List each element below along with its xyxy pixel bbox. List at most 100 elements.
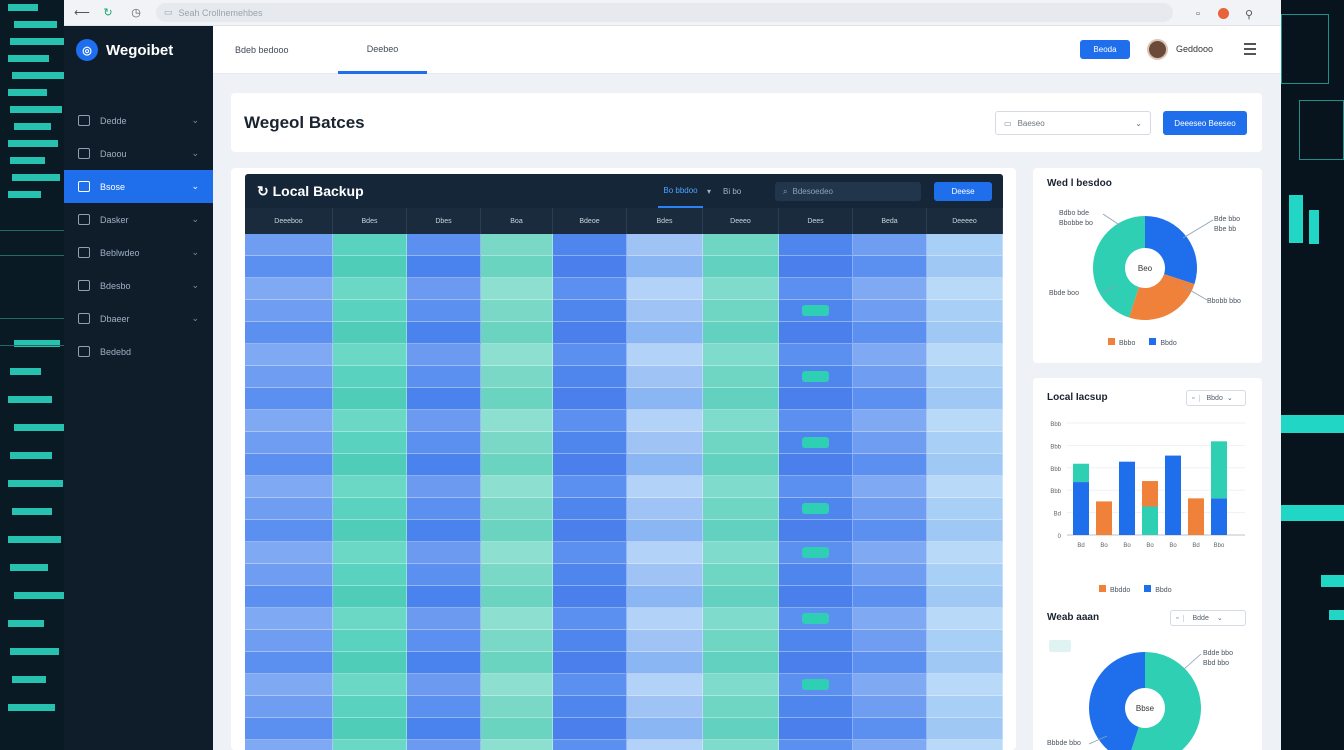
- pie-slice[interactable]: [1089, 652, 1145, 750]
- table-row[interactable]: [245, 432, 1003, 454]
- table-row[interactable]: [245, 366, 1003, 388]
- table-row[interactable]: [245, 740, 1003, 750]
- profile-icon[interactable]: [1218, 8, 1229, 19]
- extension-icon[interactable]: ⚲: [1244, 8, 1254, 21]
- table-cell: [779, 322, 853, 344]
- bar[interactable]: [1142, 506, 1158, 535]
- top-action-button[interactable]: Beoda: [1080, 40, 1130, 59]
- refresh-icon[interactable]: ↻: [103, 7, 113, 19]
- bar[interactable]: [1073, 463, 1089, 483]
- table-row[interactable]: [245, 498, 1003, 520]
- table-row[interactable]: [245, 542, 1003, 564]
- column-header[interactable]: Beda: [853, 208, 927, 234]
- avatar[interactable]: [1147, 39, 1168, 60]
- table-row[interactable]: [245, 322, 1003, 344]
- menu-icon[interactable]: [1244, 41, 1256, 55]
- pie-slice[interactable]: [1145, 216, 1197, 285]
- filter-select[interactable]: ▭ Baeseo ⌄: [995, 111, 1151, 135]
- page-icon: ▭: [164, 7, 173, 17]
- bar[interactable]: [1211, 441, 1227, 499]
- browser-toolbar: ⟵ ↻ ◷ ▭ Seah Crollnemehbes ▫ ⚲: [64, 0, 1281, 26]
- table-row[interactable]: [245, 696, 1003, 718]
- table-cell: [245, 542, 333, 564]
- sidebar-item-0[interactable]: Dedde ⌄: [64, 104, 213, 137]
- column-header[interactable]: Deeeeo: [927, 208, 1003, 234]
- pie-slice[interactable]: [1128, 274, 1195, 320]
- table-row[interactable]: [245, 388, 1003, 410]
- history-icon[interactable]: ◷: [131, 7, 141, 19]
- sidebar-item-7[interactable]: Bedebd: [64, 335, 213, 368]
- sidebar-item-4[interactable]: Beblwdeo ⌄: [64, 236, 213, 269]
- table-cell: [927, 586, 1003, 608]
- table-row[interactable]: [245, 300, 1003, 322]
- bar[interactable]: [1211, 498, 1227, 535]
- table-cell: [779, 498, 853, 520]
- user-name[interactable]: Geddooo: [1176, 44, 1214, 54]
- bar[interactable]: [1188, 498, 1204, 535]
- sidebar-item-6[interactable]: Dbaeer ⌄: [64, 302, 213, 335]
- table-cell: [553, 652, 627, 674]
- back-icon[interactable]: ⟵: [74, 7, 90, 19]
- table-row[interactable]: [245, 564, 1003, 586]
- table-action-button[interactable]: Deese: [934, 182, 992, 201]
- create-backup-button[interactable]: Deeeseo Beeseo: [1163, 111, 1247, 135]
- bar[interactable]: [1119, 461, 1135, 535]
- table-row[interactable]: [245, 586, 1003, 608]
- table-tab-secondary[interactable]: Bi bo: [723, 186, 742, 196]
- y-tick-label: 0: [1058, 534, 1062, 540]
- column-header[interactable]: Deeeo: [703, 208, 779, 234]
- sidebar-item-1[interactable]: Daoou ⌄: [64, 137, 213, 170]
- column-header[interactable]: Bdes: [627, 208, 703, 234]
- tab-overview[interactable]: Bdeb bedooo: [235, 45, 289, 55]
- table-row[interactable]: [245, 234, 1003, 256]
- column-header[interactable]: Dees: [779, 208, 853, 234]
- deco-glyph: [12, 174, 60, 181]
- table-cell: [407, 718, 481, 740]
- bookmark-icon[interactable]: ▫: [1196, 8, 1200, 20]
- bar[interactable]: [1073, 482, 1089, 535]
- doc-icon: [78, 313, 90, 324]
- table-tab-dropdown[interactable]: ▾: [707, 186, 712, 196]
- table-cell: [245, 520, 333, 542]
- bar[interactable]: [1096, 501, 1112, 535]
- table-cell: [333, 322, 407, 344]
- column-header[interactable]: Deeeboo: [245, 208, 333, 234]
- sidebar-item-2[interactable]: Bsose ⌄: [64, 170, 213, 203]
- column-header[interactable]: Dbes: [407, 208, 481, 234]
- sidebar-nav: Dedde ⌄ Daoou ⌄ Bsose ⌄ Dasker ⌄ Beblwdeo ⌄ Bdesbo…: [64, 104, 213, 368]
- table-row[interactable]: [245, 454, 1003, 476]
- table-row[interactable]: [245, 520, 1003, 542]
- table-row[interactable]: [245, 630, 1003, 652]
- table-tab-active[interactable]: Bo bbdoo: [658, 174, 703, 208]
- pie-slice[interactable]: [1128, 652, 1201, 750]
- table-search-input[interactable]: ⌕ Bdesoedeo: [775, 182, 921, 201]
- sidebar-item-5[interactable]: Bdesbo ⌄: [64, 269, 213, 302]
- table-row[interactable]: [245, 652, 1003, 674]
- table-row[interactable]: [245, 674, 1003, 696]
- table-row[interactable]: [245, 476, 1003, 498]
- table-row[interactable]: [245, 410, 1003, 432]
- column-header[interactable]: Bdes: [333, 208, 407, 234]
- table-cell: [407, 476, 481, 498]
- table-cell: [853, 300, 927, 322]
- table-cell: [779, 344, 853, 366]
- bar[interactable]: [1142, 481, 1158, 507]
- sidebar-item-3[interactable]: Dasker ⌄: [64, 203, 213, 236]
- column-header[interactable]: Boa: [481, 208, 553, 234]
- address-bar[interactable]: ▭ Seah Crollnemehbes: [156, 3, 1173, 22]
- deco-glyph: [8, 89, 47, 96]
- column-header[interactable]: Bdeoe: [553, 208, 627, 234]
- table-row[interactable]: [245, 278, 1003, 300]
- table-row[interactable]: [245, 608, 1003, 630]
- sidebar-item-label: Dasker: [100, 214, 129, 225]
- table-row[interactable]: [245, 718, 1003, 740]
- brand[interactable]: ◎ Wegoibet: [64, 26, 213, 74]
- bar[interactable]: [1165, 455, 1181, 535]
- donut-2-range-select[interactable]: ▫ Bdde ⌄: [1170, 610, 1246, 626]
- bar-chart-range-select[interactable]: ▫ Bbdo ⌄: [1186, 390, 1246, 406]
- refresh-icon[interactable]: ↻: [257, 183, 273, 199]
- tab-backups[interactable]: Deebeo: [338, 26, 427, 74]
- table-row[interactable]: [245, 344, 1003, 366]
- table-row[interactable]: [245, 256, 1003, 278]
- pie-slice[interactable]: [1093, 216, 1145, 318]
